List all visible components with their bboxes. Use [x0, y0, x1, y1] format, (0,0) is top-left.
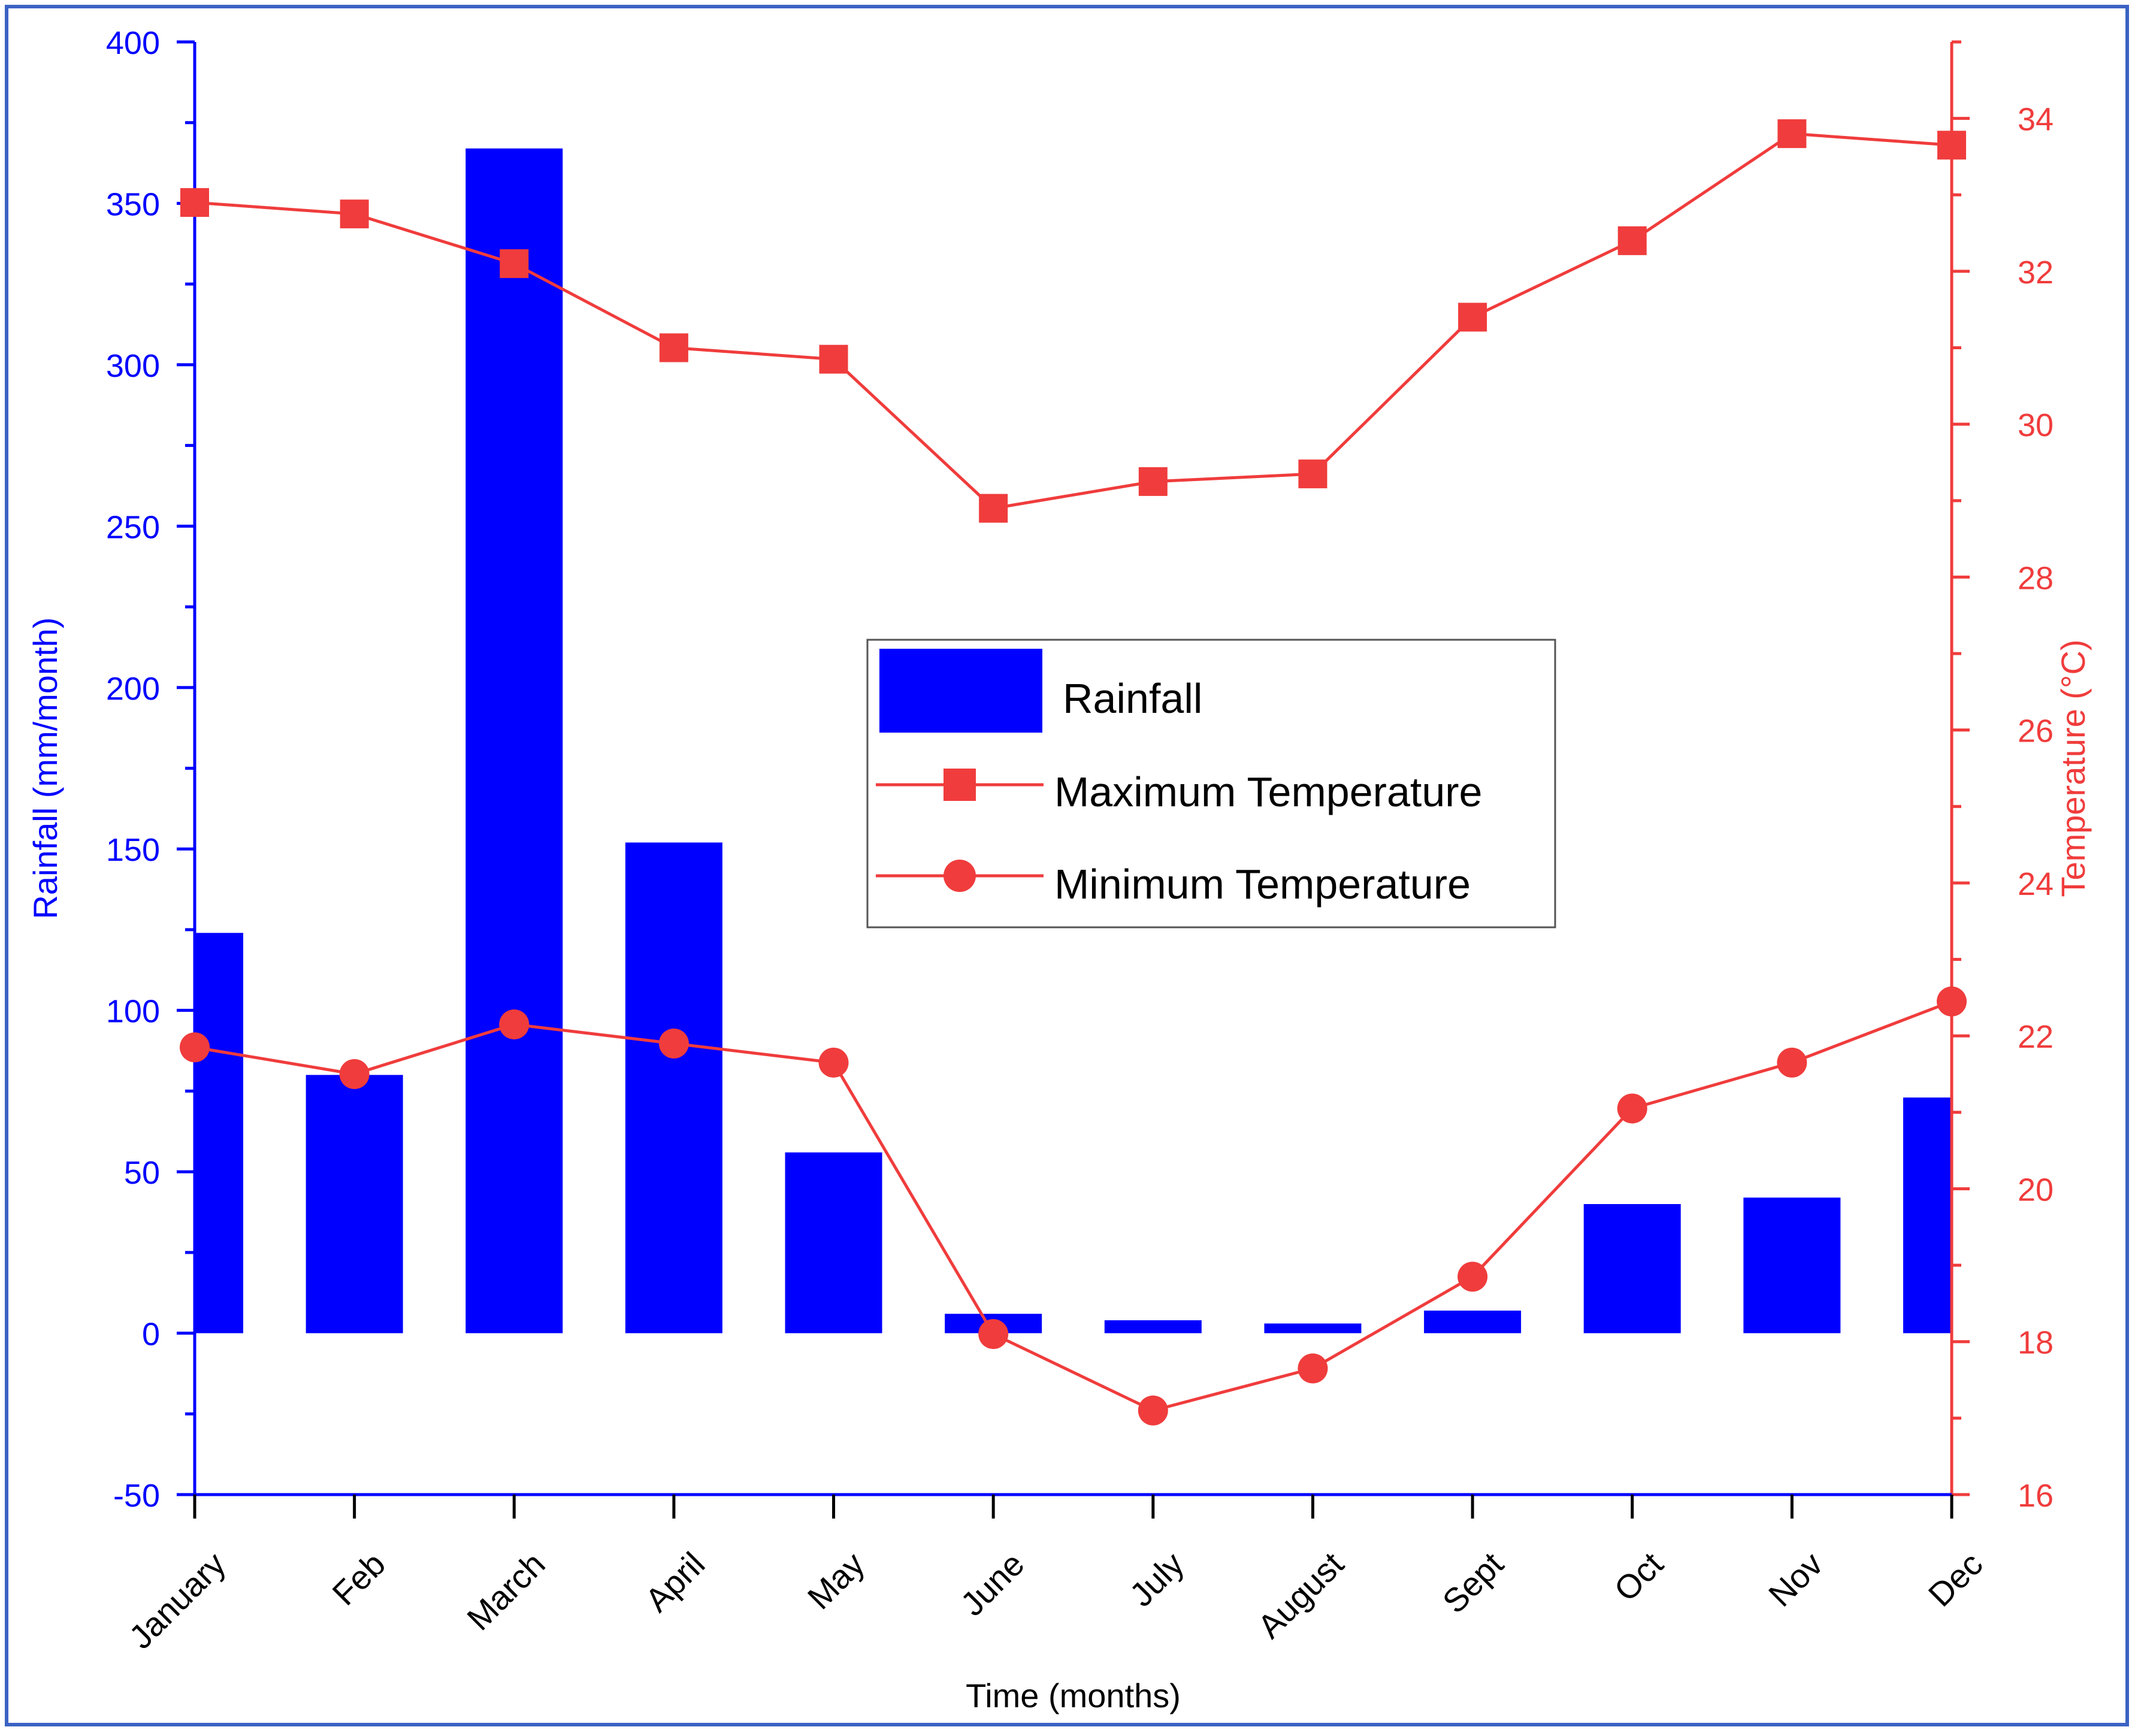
rainfall-bar-sept [1424, 1310, 1522, 1333]
x-tick-label: Dec [1921, 1545, 1990, 1614]
left-tick-label: 300 [106, 348, 160, 384]
x-tick-label: January [122, 1545, 232, 1656]
right-tick-label: 16 [2018, 1478, 2054, 1514]
max-temp-marker [1617, 226, 1647, 255]
min-temp-marker [1457, 1262, 1488, 1292]
right-tick-label: 30 [2018, 407, 2054, 443]
legend-max-label: Maximum Temperature [1054, 769, 1483, 815]
left-tick-label: 350 [106, 186, 160, 222]
legend-rainfall-swatch [879, 649, 1042, 733]
rainfall-bar-march [465, 148, 563, 1333]
min-temp-marker [1777, 1047, 1807, 1078]
legend: Rainfall Maximum Temperature Minimum Tempe… [866, 639, 1556, 929]
min-temp-marker [1937, 986, 1967, 1017]
right-tick-label: 32 [2018, 255, 2054, 291]
right-tick-label: 28 [2018, 560, 2054, 596]
right-tick-label: 26 [2018, 713, 2054, 749]
right-tick-label: 24 [2018, 866, 2054, 902]
rainfall-bar-april [625, 842, 722, 1333]
max-temp-marker [180, 188, 209, 217]
min-temp-marker [1617, 1093, 1647, 1124]
x-tick-label: July [1122, 1545, 1191, 1614]
min-temp-marker [499, 1009, 530, 1040]
max-temp-marker [819, 344, 848, 374]
right-tick-label: 22 [2018, 1019, 2054, 1055]
max-temp-marker [500, 249, 529, 279]
left-tick-label: 400 [106, 25, 160, 61]
legend-max-marker [944, 769, 976, 801]
temperature-lines [180, 119, 1967, 1426]
left-tick-label: 250 [106, 509, 160, 545]
right-axis-title: Temperature (°C) [2054, 639, 2092, 897]
rainfall-bar-dec [1903, 1097, 1952, 1333]
x-tick-label: Oct [1607, 1545, 1670, 1608]
min-temp-marker [658, 1028, 689, 1058]
max-temp-marker [1777, 119, 1807, 149]
rainfall-bars [195, 148, 1952, 1333]
min-temp-marker [978, 1318, 1009, 1349]
right-tick-label: 20 [2018, 1172, 2054, 1208]
x-axis-title: Time (months) [966, 1677, 1181, 1714]
min-temp-marker [1138, 1395, 1168, 1426]
x-tick-label: March [459, 1545, 552, 1638]
x-tick-label: August [1250, 1545, 1351, 1646]
x-tick-label: May [800, 1545, 872, 1616]
left-axis-title: Rainfall (mm/month) [26, 617, 64, 919]
left-tick-label: 0 [142, 1317, 160, 1353]
left-tick-label: 100 [106, 994, 160, 1030]
legend-min-label: Minimum Temperature [1054, 861, 1471, 908]
max-temp-marker [1298, 459, 1327, 489]
rainfall-bar-july [1104, 1320, 1202, 1333]
max-temp-marker [1937, 131, 1966, 160]
max-temp-marker [1138, 467, 1168, 496]
max-temp-marker [1458, 303, 1487, 332]
min-temp-marker [339, 1059, 370, 1090]
x-tick-label: April [638, 1545, 712, 1619]
left-tick-label: 150 [106, 832, 160, 868]
right-tick-label: 18 [2018, 1325, 2054, 1361]
rainfall-bar-january [195, 933, 243, 1333]
max-temp-marker [659, 333, 688, 362]
x-tick-label: June [953, 1545, 1031, 1623]
left-tick-label: -50 [113, 1478, 160, 1514]
left-tick-label: 50 [124, 1155, 160, 1191]
left-tick-label: 200 [106, 671, 160, 707]
rainfall-bar-feb [306, 1075, 403, 1333]
min-temp-marker [818, 1047, 849, 1078]
legend-rainfall-label: Rainfall [1063, 675, 1202, 722]
x-tick-label: Feb [325, 1545, 392, 1613]
rainfall-bar-may [785, 1152, 882, 1333]
max-temp-marker [340, 199, 369, 229]
x-tick-label: Sept [1435, 1545, 1511, 1620]
min-temp-line [194, 1000, 1952, 1413]
min-temp-marker [180, 1032, 210, 1063]
legend-min-marker [944, 860, 976, 892]
rainfall-bar-august [1264, 1323, 1362, 1333]
rainfall-bar-oct [1583, 1204, 1681, 1333]
right-tick-label: 34 [2018, 102, 2054, 138]
rainfall-bar-nov [1743, 1197, 1841, 1333]
max-temp-marker [979, 494, 1008, 523]
min-temp-marker [1298, 1353, 1328, 1384]
max-temp-line [194, 132, 1952, 510]
x-tick-label: Nov [1761, 1545, 1830, 1614]
